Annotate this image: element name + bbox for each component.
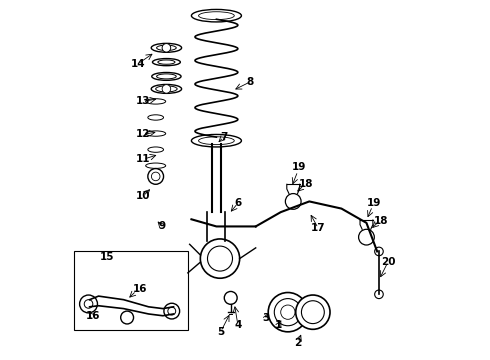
Circle shape [162, 44, 171, 52]
Text: 11: 11 [136, 154, 150, 164]
Circle shape [281, 305, 295, 319]
Circle shape [375, 247, 383, 256]
Circle shape [148, 168, 164, 184]
Circle shape [359, 229, 374, 245]
Ellipse shape [152, 59, 180, 66]
Ellipse shape [157, 45, 176, 50]
Circle shape [168, 307, 176, 315]
Ellipse shape [148, 115, 164, 120]
Ellipse shape [158, 60, 175, 64]
Text: 1: 1 [275, 320, 283, 330]
Circle shape [121, 311, 134, 324]
Text: 7: 7 [220, 132, 227, 142]
Ellipse shape [198, 12, 234, 19]
Ellipse shape [156, 86, 177, 92]
Ellipse shape [152, 72, 181, 80]
Text: 5: 5 [217, 327, 224, 337]
Ellipse shape [198, 137, 234, 145]
Text: 2: 2 [294, 338, 301, 347]
Text: 16: 16 [132, 284, 147, 294]
Circle shape [200, 239, 240, 278]
Text: 18: 18 [373, 216, 388, 226]
Ellipse shape [151, 43, 182, 52]
Circle shape [301, 301, 324, 324]
Text: 6: 6 [234, 198, 242, 208]
Text: 18: 18 [299, 179, 314, 189]
Ellipse shape [146, 163, 166, 168]
Text: 3: 3 [263, 312, 270, 323]
Text: 12: 12 [136, 129, 150, 139]
Text: 19: 19 [292, 162, 306, 172]
Text: 13: 13 [136, 96, 150, 107]
Bar [74, 251, 188, 330]
Ellipse shape [146, 99, 166, 104]
Circle shape [79, 295, 98, 313]
Text: 19: 19 [367, 198, 381, 208]
Ellipse shape [192, 9, 242, 22]
Circle shape [151, 172, 160, 181]
Ellipse shape [151, 85, 182, 93]
Ellipse shape [192, 134, 242, 147]
Text: 14: 14 [130, 59, 145, 69]
Text: 17: 17 [311, 223, 325, 233]
Ellipse shape [148, 147, 164, 152]
Circle shape [207, 246, 232, 271]
Circle shape [274, 298, 301, 326]
Circle shape [164, 303, 180, 319]
Ellipse shape [157, 74, 176, 79]
Text: 8: 8 [247, 77, 254, 87]
Circle shape [84, 300, 93, 308]
Text: 15: 15 [100, 252, 115, 262]
Text: 9: 9 [159, 221, 166, 231]
Circle shape [375, 290, 383, 298]
Text: 4: 4 [234, 320, 242, 330]
Circle shape [224, 292, 237, 304]
Text: 20: 20 [381, 257, 395, 267]
Text: 16: 16 [86, 311, 100, 321]
Circle shape [162, 85, 171, 93]
Ellipse shape [146, 131, 166, 136]
Circle shape [296, 295, 330, 329]
Circle shape [268, 293, 308, 332]
Circle shape [285, 194, 301, 209]
Text: 10: 10 [136, 191, 150, 201]
